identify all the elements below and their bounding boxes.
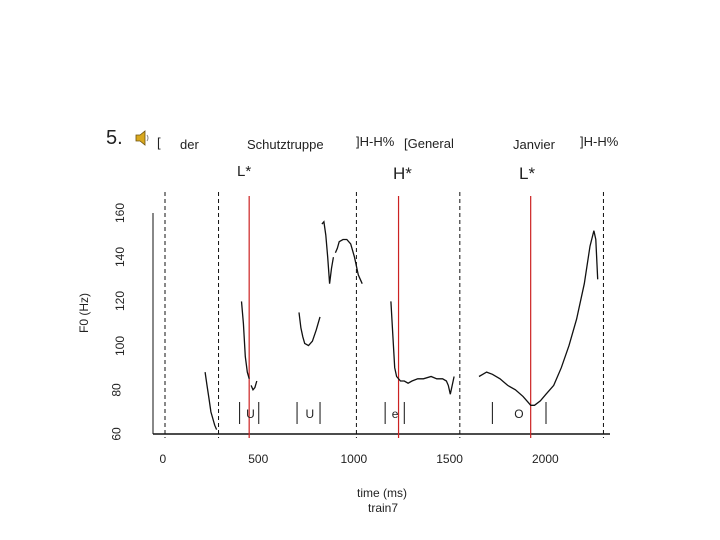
x-tick-label-2: 1000: [340, 452, 368, 466]
y-tick-label-2: 100: [113, 335, 128, 356]
x-tick-label-1: 500: [248, 452, 269, 466]
f0-curve-3: [298, 312, 321, 347]
vowel-label-3: O: [514, 407, 524, 421]
f0-curve-4: [321, 220, 335, 284]
example-number: 5.: [106, 127, 123, 149]
vowel-label-0: U: [246, 407, 255, 421]
segment-marks: [239, 402, 547, 424]
tone-l-star-1: L*: [237, 163, 252, 180]
vowel-label-2: e: [391, 407, 399, 421]
axes: [152, 213, 610, 435]
y-axis-title: F0 (Hz): [77, 293, 91, 333]
f0-curve-6: [390, 301, 455, 395]
y-tick-label-1: 80: [109, 383, 124, 397]
f0-curve-2: [250, 380, 258, 392]
tone-l-star-2: L*: [519, 164, 536, 183]
word-schutztruppe: Schutztruppe: [247, 137, 324, 152]
y-tick-label-4: 140: [113, 247, 128, 268]
vowel-label-1: U: [305, 407, 315, 421]
x-tick-label-4: 2000: [532, 452, 559, 466]
f0-curve-0: [204, 372, 218, 430]
phrase-boundary-2: ]H-H%: [580, 134, 619, 149]
tone-h-star: H*: [393, 164, 412, 183]
phrase-boundary-1: ]H-H%: [356, 134, 395, 149]
bracket-open: [: [157, 135, 161, 150]
word-general: [General: [404, 136, 454, 151]
x-tick-label-3: 1500: [436, 452, 463, 466]
y-tick-label-3: 120: [113, 291, 128, 312]
f0-curve-5: [334, 238, 363, 284]
boundary-lines: [164, 192, 604, 438]
accent-lines: [248, 196, 532, 438]
f0-curve-1: [240, 301, 250, 379]
y-tick-label-0: 60: [109, 427, 124, 441]
speaker-icon[interactable]: [134, 130, 152, 146]
x-axis-title: time (ms): [357, 486, 407, 500]
y-tick-label-5: 160: [113, 202, 128, 224]
word-der: der: [180, 137, 199, 152]
x-axis-subtitle: train7: [368, 501, 399, 515]
f0-curve-7: [478, 230, 599, 406]
f0-curves: [204, 220, 599, 430]
x-tick-label-0: 0: [159, 452, 167, 466]
word-janvier: Janvier: [513, 137, 555, 152]
